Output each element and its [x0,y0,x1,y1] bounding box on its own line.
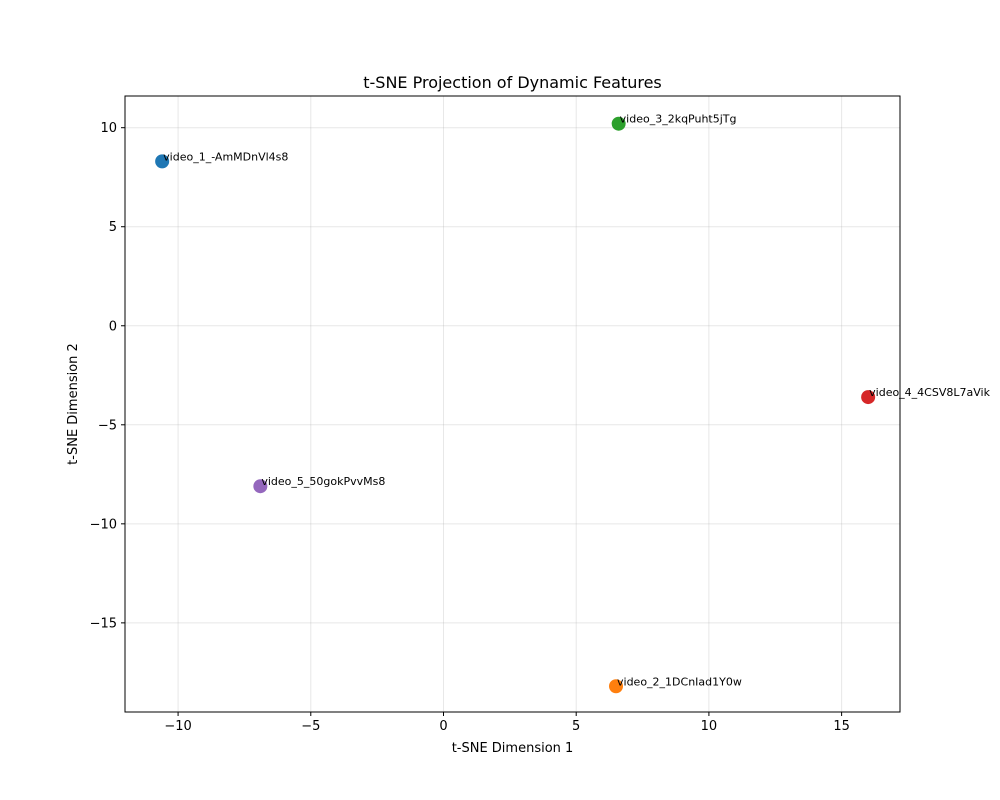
data-point [609,679,624,694]
x-tick-label: −5 [301,719,320,734]
y-tick-label: −15 [90,616,117,631]
x-axis-label: t-SNE Dimension 1 [452,741,574,756]
data-point-label: video_2_1DCnIad1Y0w [617,675,742,688]
x-tick-label: −10 [164,719,191,734]
x-tick-label: 10 [701,719,718,734]
x-tick-label: 0 [439,719,447,734]
axis-ticks: −10 −5 0 5 10 15 −15 −10 −5 0 5 10 [90,121,850,734]
data-points: video_1_-AmMDnVl4s8 video_2_1DCnIad1Y0w vi… [155,113,991,694]
plot-area-frame [124,95,901,713]
y-tick-label: 0 [109,319,117,334]
y-tick-label: 10 [100,121,117,136]
y-tick-label: −10 [90,517,117,532]
y-tick-label: −5 [98,418,117,433]
data-point [861,390,876,405]
data-point [155,154,170,169]
x-tick-label: 5 [572,719,580,734]
grid [125,96,900,712]
data-point [611,116,626,131]
y-axis-label: t-SNE Dimension 2 [66,343,81,465]
data-point-label: video_5_50gokPvvMs8 [261,475,385,488]
data-point-label: video_1_-AmMDnVl4s8 [163,150,288,163]
data-point [253,479,268,494]
data-point-label: video_4_4CSV8L7aVik [869,386,990,399]
x-tick-label: 15 [833,719,850,734]
data-point-label: video_3_2kqPuht5jTg [620,113,737,126]
y-tick-label: 5 [109,220,117,235]
chart-title: t-SNE Projection of Dynamic Features [363,73,662,92]
